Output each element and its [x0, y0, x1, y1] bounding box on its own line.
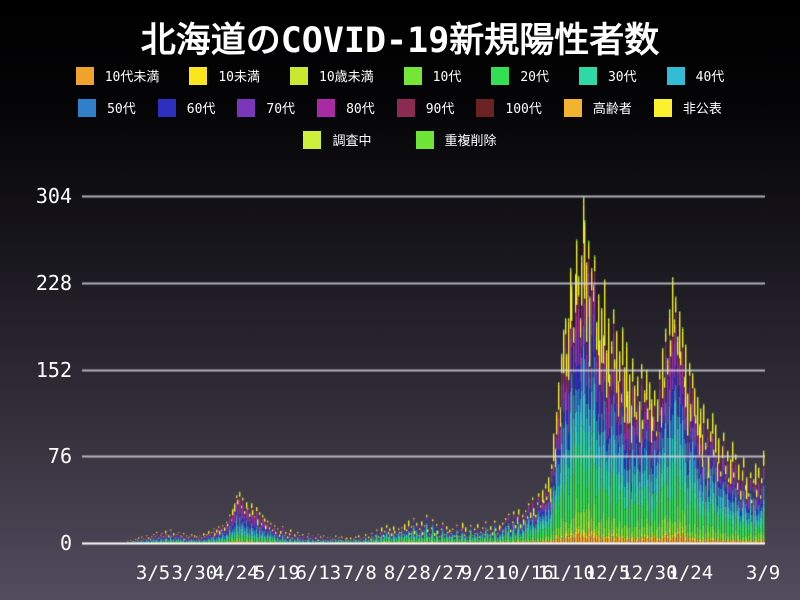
legend-swatch-icon [476, 98, 495, 117]
legend-label: 10代 [432, 70, 462, 85]
legend-swatch-icon [491, 66, 510, 85]
x-tick-label: 5/19 [254, 562, 300, 584]
legend-swatch-icon [396, 98, 415, 117]
legend-swatch-icon [317, 98, 336, 117]
x-tick-label: 12/30 [620, 562, 678, 584]
legend-item: 10代 [403, 66, 462, 85]
x-tick-label: 9/21 [460, 562, 507, 584]
legend-row-3: 調査中 重複削除 [0, 130, 800, 149]
legend-label: 10未満 [218, 70, 261, 85]
legend-item: 10歳未満 [290, 66, 374, 85]
y-tick-label: 228 [35, 270, 72, 295]
x-tick-label: 3/5 [135, 562, 171, 584]
legend-swatch-icon [563, 98, 582, 117]
legend-label: 10歳未満 [319, 70, 374, 85]
x-tick-label: 10/16 [496, 562, 554, 584]
legend-label: 60代 [186, 102, 216, 117]
legend-label: 90代 [425, 102, 455, 117]
legend-label: 80代 [346, 102, 375, 117]
legend-swatch-icon [78, 98, 97, 117]
legend-item: 80代 [317, 98, 375, 117]
legend-label: 50代 [107, 102, 136, 117]
x-tick-label: 11/10 [537, 562, 595, 584]
legend-swatch-icon [290, 66, 309, 85]
legend-label: 70代 [266, 102, 296, 117]
legend-item: 10未満 [189, 66, 260, 85]
legend-item: 70代 [237, 98, 295, 117]
legend-label: 20代 [520, 70, 549, 85]
legend-item: 90代 [396, 98, 455, 117]
legend-item: 重複削除 [415, 130, 497, 149]
legend-item: 50代 [78, 98, 136, 117]
x-tick-label: 1/24 [667, 562, 714, 584]
legend-item: 40代 [666, 66, 725, 85]
legend-swatch-icon [189, 66, 208, 85]
legend-label: 40代 [695, 70, 725, 85]
legend-item: 60代 [157, 98, 216, 117]
page-title: 北海道のCOVID-19新規陽性者数 [140, 21, 660, 61]
x-tick-label: 6/13 [295, 562, 342, 584]
legend-label: 非公表 [682, 102, 722, 117]
legend-label: 30代 [607, 70, 637, 85]
legend-item: 調査中 [303, 130, 372, 149]
legend-swatch-icon [415, 130, 434, 149]
legend-label: 10代未満 [104, 70, 160, 85]
legend-row-1: 10代未満 10未満 10歳未満 10代 20代 30代 40代 [0, 66, 800, 85]
x-tick-label: 8/27 [419, 562, 466, 584]
legend: 10代未満 10未満 10歳未満 10代 20代 30代 40代 50代 60代 70代 80代 9… [0, 66, 800, 162]
legend-swatch-icon [237, 98, 256, 117]
y-tick-label: 152 [35, 357, 72, 382]
y-tick-label: 0 [59, 531, 72, 555]
x-tick-label: 12/5 [584, 562, 631, 584]
legend-label: 重複削除 [444, 134, 497, 149]
legend-label: 調査中 [332, 134, 372, 149]
legend-swatch-icon [666, 66, 685, 85]
legend-item: 高齢者 [563, 98, 632, 117]
legend-item: 100代 [476, 98, 542, 117]
legend-item: 20代 [491, 66, 549, 85]
legend-swatch-icon [303, 130, 322, 149]
legend-swatch-icon [403, 66, 422, 85]
legend-item: 非公表 [653, 98, 722, 117]
y-tick-label: 304 [35, 184, 72, 208]
legend-swatch-icon [75, 66, 94, 85]
x-tick-label: 8/2 [383, 562, 419, 584]
legend-label: 100代 [505, 102, 542, 117]
legend-label: 高齢者 [592, 102, 632, 117]
legend-swatch-icon [653, 98, 672, 117]
x-tick-label: 3/30 [171, 562, 218, 584]
y-tick-label: 76 [47, 444, 72, 469]
x-tick-label: 7/8 [342, 562, 377, 584]
legend-item: 10代未満 [75, 66, 160, 85]
legend-row-2: 50代 60代 70代 80代 90代 100代 高齢者 非公表 [0, 98, 800, 117]
legend-swatch-icon [578, 66, 597, 85]
legend-swatch-icon [157, 98, 176, 117]
legend-item: 30代 [578, 66, 637, 85]
x-tick-label: 4/24 [212, 562, 259, 584]
x-tick-label: 3/9 [745, 562, 781, 584]
